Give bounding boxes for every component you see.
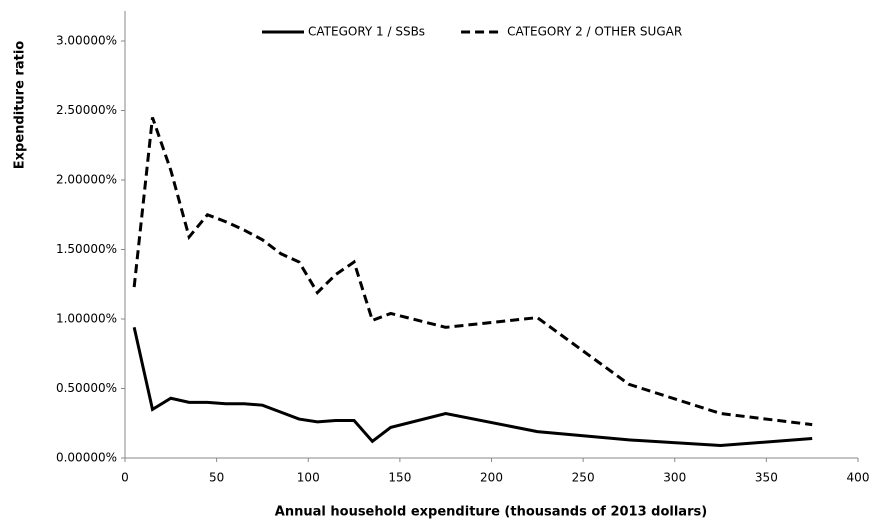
x-tick-label: 300: [663, 471, 686, 485]
x-tick-label: 150: [388, 471, 411, 485]
y-axis-title: Expenditure ratio: [13, 41, 28, 169]
x-tick-label: 400: [847, 471, 870, 485]
x-tick-label: 350: [755, 471, 778, 485]
series-line: [132, 327, 813, 447]
legend-label: CATEGORY 1 / SSBs: [308, 25, 425, 39]
legend-label: CATEGORY 2 / OTHER SUGAR: [507, 25, 682, 39]
y-tick-label: 0.00000%: [56, 451, 117, 465]
x-tick-label: 50: [209, 471, 224, 485]
y-tick-label: 2.50000%: [56, 103, 117, 117]
y-tick-label: 1.00000%: [56, 312, 117, 326]
y-tick-label: 0.50000%: [56, 381, 117, 395]
x-tick-label: 0: [121, 471, 129, 485]
x-tick-label: 250: [572, 471, 595, 485]
y-tick-label: 1.50000%: [56, 242, 117, 256]
x-tick-label: 200: [480, 471, 503, 485]
x-axis-title: Annual household expenditure (thousands …: [275, 505, 707, 520]
y-tick-label: 2.00000%: [56, 173, 117, 187]
x-tick-label: 100: [297, 471, 320, 485]
y-tick-label: 3.00000%: [56, 34, 117, 48]
series-line: [132, 116, 813, 427]
